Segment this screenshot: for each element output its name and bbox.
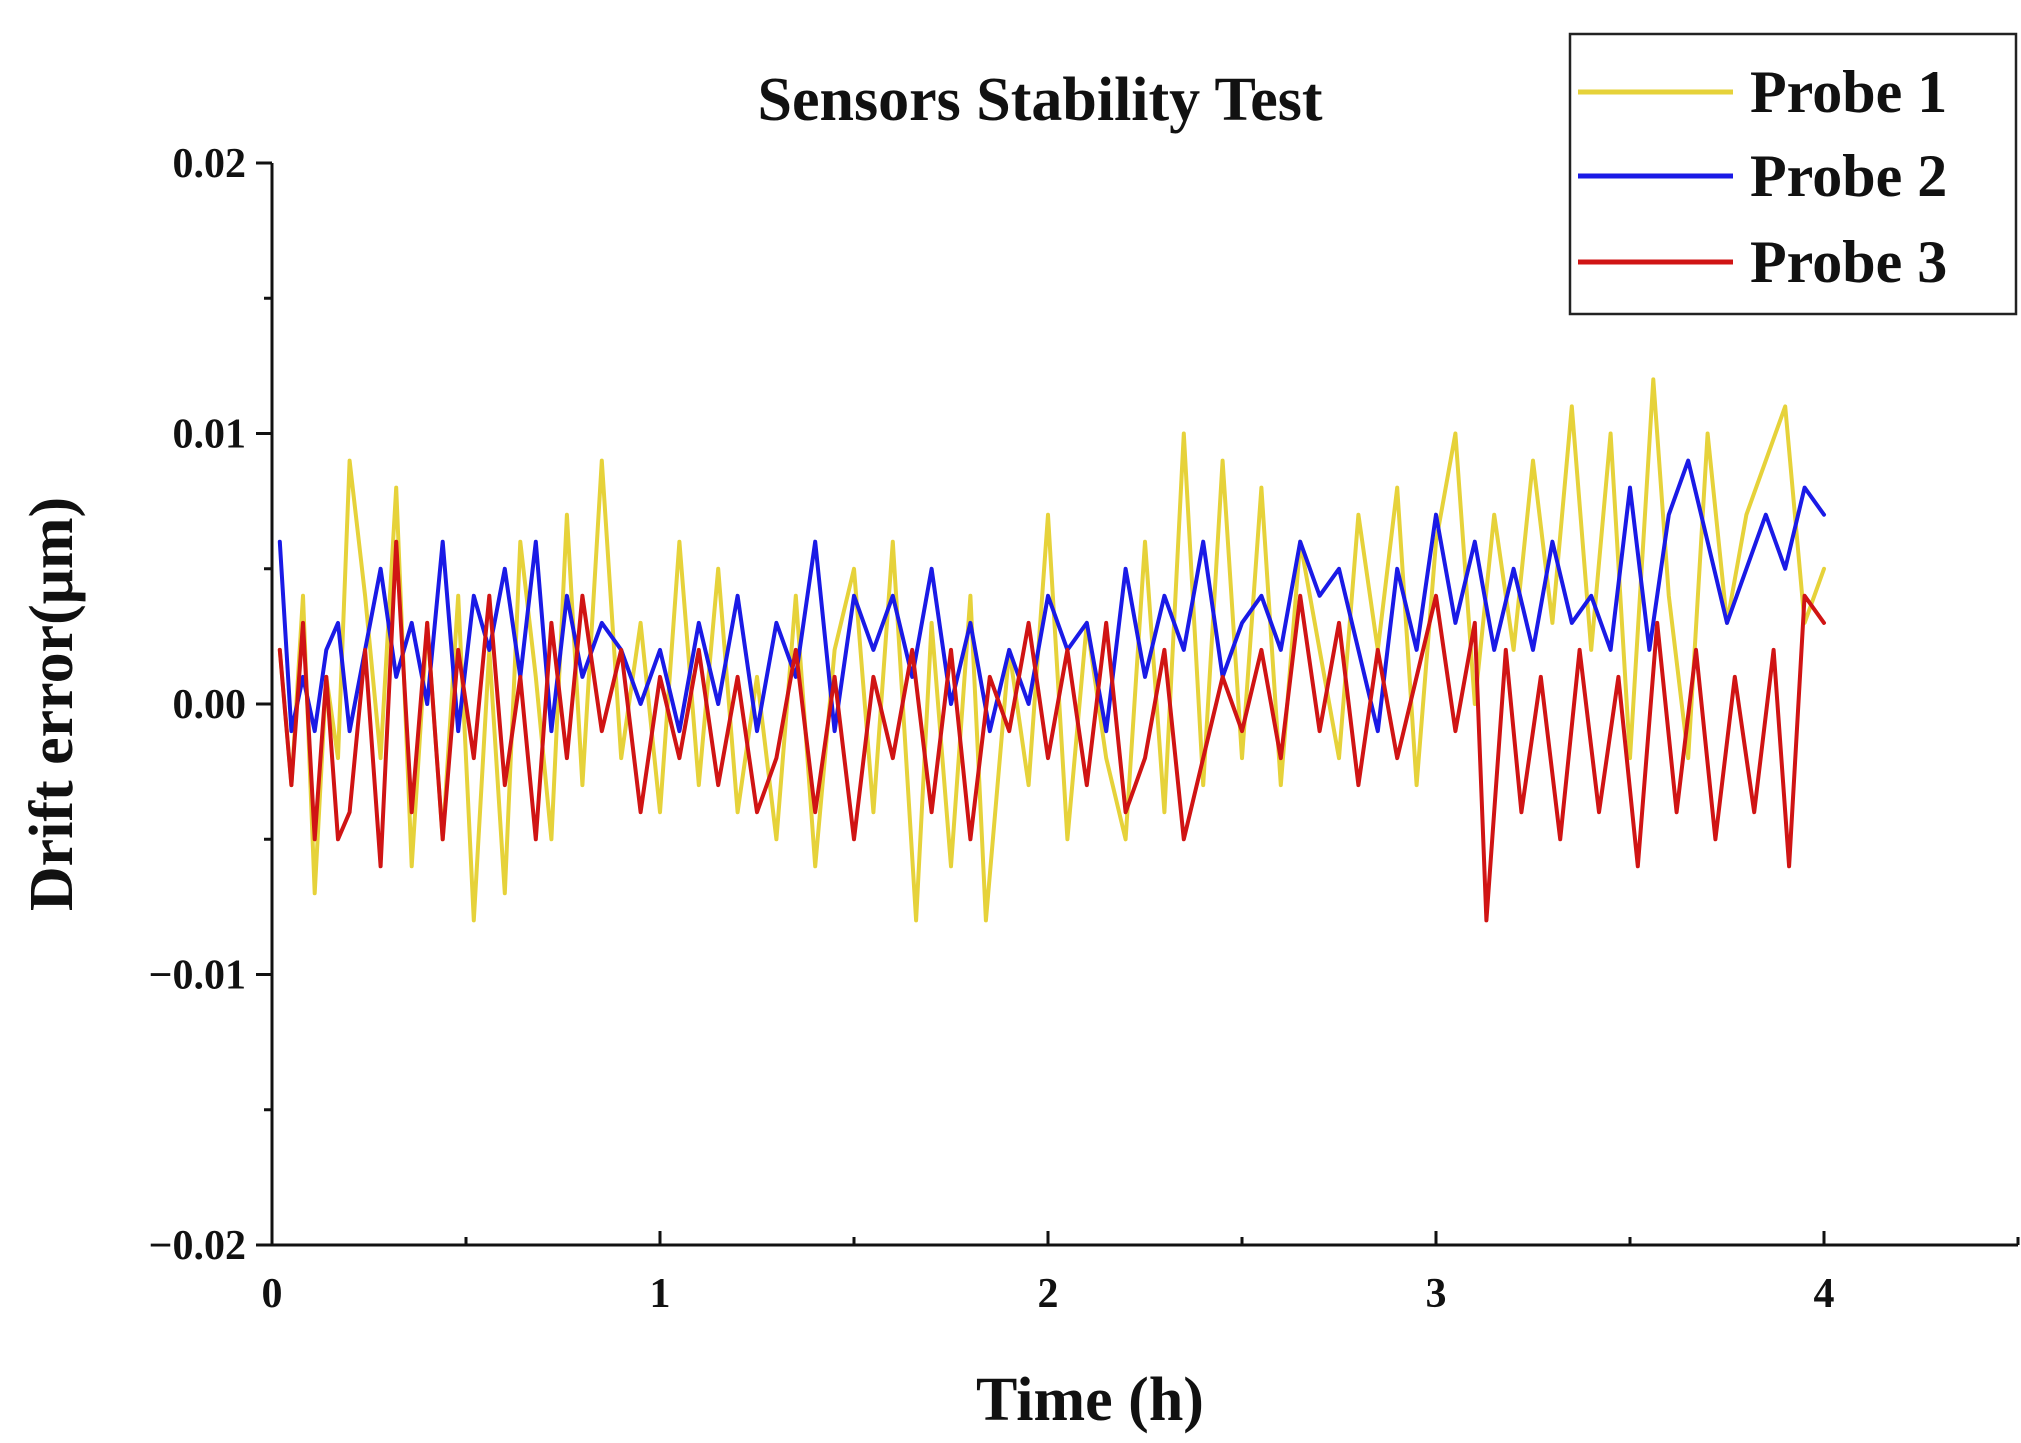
y-ticks: −0.02 −0.01 0.00 0.01 0.02 (149, 141, 272, 1269)
series-line-probe-2 (277, 458, 1826, 734)
series-line-probe-3 (277, 539, 1826, 923)
legend-label-probe-3: Probe 3 (1750, 229, 1947, 295)
legend-label-probe-1: Probe 1 (1750, 59, 1947, 125)
plot-area: 0 1 2 3 4 −0.02 −0.01 0.00 0.01 0.02 (149, 141, 2020, 1317)
y-tick-label: 0.02 (173, 141, 247, 187)
chart-title: Sensors Stability Test (757, 66, 1322, 134)
y-tick-label: −0.01 (149, 953, 246, 999)
series-group (277, 377, 1826, 923)
y-tick-label: 0.00 (173, 682, 247, 728)
x-tick-label: 1 (650, 1271, 671, 1317)
legend: Probe 1 Probe 2 Probe 3 (1568, 32, 2018, 316)
x-tick-label: 4 (1814, 1271, 1835, 1317)
y-axis-label: Drift error(μm) (18, 497, 86, 911)
series-line-probe-1 (277, 377, 1826, 923)
y-tick-label: −0.02 (149, 1223, 246, 1269)
x-axis-label: Time (h) (976, 1366, 1204, 1434)
x-ticks: 0 1 2 3 4 (262, 1231, 2020, 1317)
x-tick-label: 2 (1038, 1271, 1059, 1317)
x-tick-label: 3 (1426, 1271, 1447, 1317)
y-tick-label: 0.01 (173, 412, 247, 458)
x-tick-label: 0 (262, 1271, 283, 1317)
legend-label-probe-2: Probe 2 (1750, 143, 1947, 209)
